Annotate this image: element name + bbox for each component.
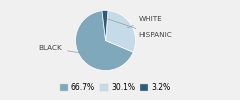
Text: HISPANIC: HISPANIC <box>108 19 172 38</box>
Wedge shape <box>102 10 108 40</box>
Text: WHITE: WHITE <box>127 16 162 28</box>
Text: BLACK: BLACK <box>38 45 85 54</box>
Wedge shape <box>76 11 133 70</box>
Wedge shape <box>106 11 136 52</box>
Legend: 66.7%, 30.1%, 3.2%: 66.7%, 30.1%, 3.2% <box>57 80 173 95</box>
